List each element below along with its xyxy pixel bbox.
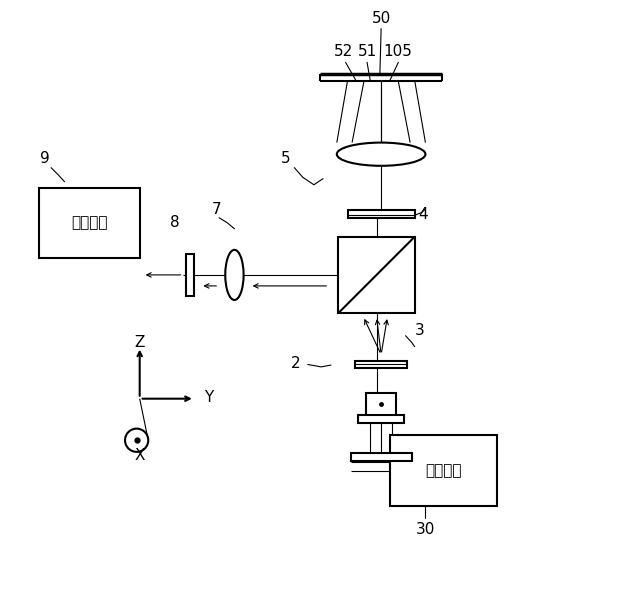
Text: Y: Y xyxy=(204,390,213,405)
Bar xyxy=(367,392,396,416)
Ellipse shape xyxy=(337,142,426,166)
Text: 光変調器: 光変調器 xyxy=(426,463,462,478)
Text: 9: 9 xyxy=(40,152,50,166)
Bar xyxy=(358,415,404,423)
Ellipse shape xyxy=(125,429,148,452)
Ellipse shape xyxy=(225,250,244,300)
Text: 105: 105 xyxy=(384,44,413,60)
Text: 5: 5 xyxy=(281,152,291,166)
Text: X: X xyxy=(134,448,145,462)
Bar xyxy=(355,361,407,368)
Bar xyxy=(339,237,415,313)
Text: 1: 1 xyxy=(375,405,385,420)
Bar xyxy=(186,254,195,296)
Text: 演算回路: 演算回路 xyxy=(71,216,108,230)
Text: 50: 50 xyxy=(371,11,391,26)
Text: 3: 3 xyxy=(415,322,424,338)
Text: 30: 30 xyxy=(415,522,435,537)
Bar xyxy=(39,188,140,258)
Text: 4: 4 xyxy=(418,206,428,222)
Text: 8: 8 xyxy=(170,215,179,230)
Text: Z: Z xyxy=(134,335,145,350)
Bar xyxy=(348,210,415,219)
Text: 7: 7 xyxy=(211,201,221,217)
Text: 2: 2 xyxy=(291,356,300,371)
Bar xyxy=(351,453,412,461)
Text: 51: 51 xyxy=(358,44,378,60)
Text: 52: 52 xyxy=(333,44,353,60)
Bar xyxy=(390,435,497,506)
